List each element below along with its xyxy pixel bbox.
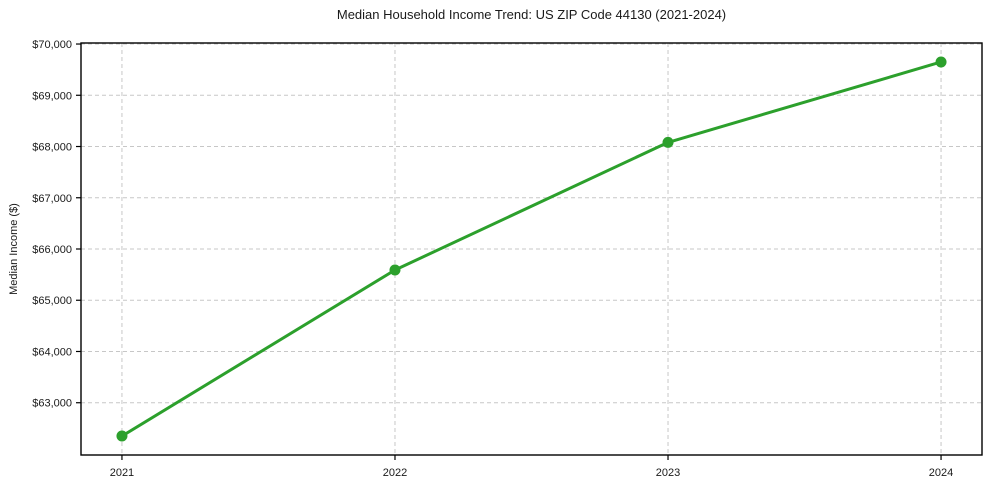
y-tick-label: $70,000 — [32, 39, 72, 51]
y-tick-label: $67,000 — [32, 193, 72, 205]
y-tick-label: $68,000 — [32, 142, 72, 154]
income-trend-line — [120, 60, 943, 438]
y-tick-label: $66,000 — [32, 244, 72, 256]
y-tick-label: $64,000 — [32, 346, 72, 358]
data-point-2022 — [389, 264, 401, 276]
data-point-2021 — [116, 430, 128, 442]
y-tick-label: $65,000 — [32, 295, 72, 307]
data-point-2024 — [935, 56, 947, 68]
x-tick-label: 2023 — [656, 467, 680, 479]
data-point-2023 — [662, 136, 674, 148]
y-tick-label: $63,000 — [32, 398, 72, 410]
x-tick-label: 2024 — [929, 467, 953, 479]
chart-title: Median Household Income Trend: US ZIP Co… — [336, 7, 727, 22]
y-tick-label: $69,000 — [32, 90, 72, 102]
x-tick-label: 2022 — [383, 467, 407, 479]
plot-border — [80, 42, 983, 456]
x-tick-label: 2021 — [110, 467, 134, 479]
